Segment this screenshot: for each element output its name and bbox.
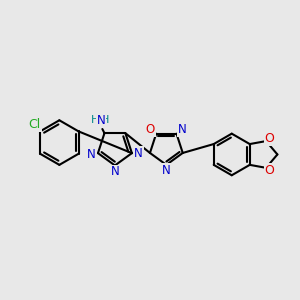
Text: H: H	[101, 115, 110, 125]
Text: N: N	[162, 164, 171, 177]
Text: O: O	[265, 164, 275, 177]
Text: O: O	[146, 123, 155, 136]
Text: N: N	[134, 147, 143, 160]
Text: Cl: Cl	[28, 118, 41, 131]
Text: H: H	[91, 115, 100, 125]
Text: N: N	[97, 114, 105, 127]
Text: O: O	[265, 132, 275, 145]
Text: N: N	[87, 148, 96, 161]
Text: N: N	[178, 123, 187, 136]
Text: N: N	[111, 166, 119, 178]
